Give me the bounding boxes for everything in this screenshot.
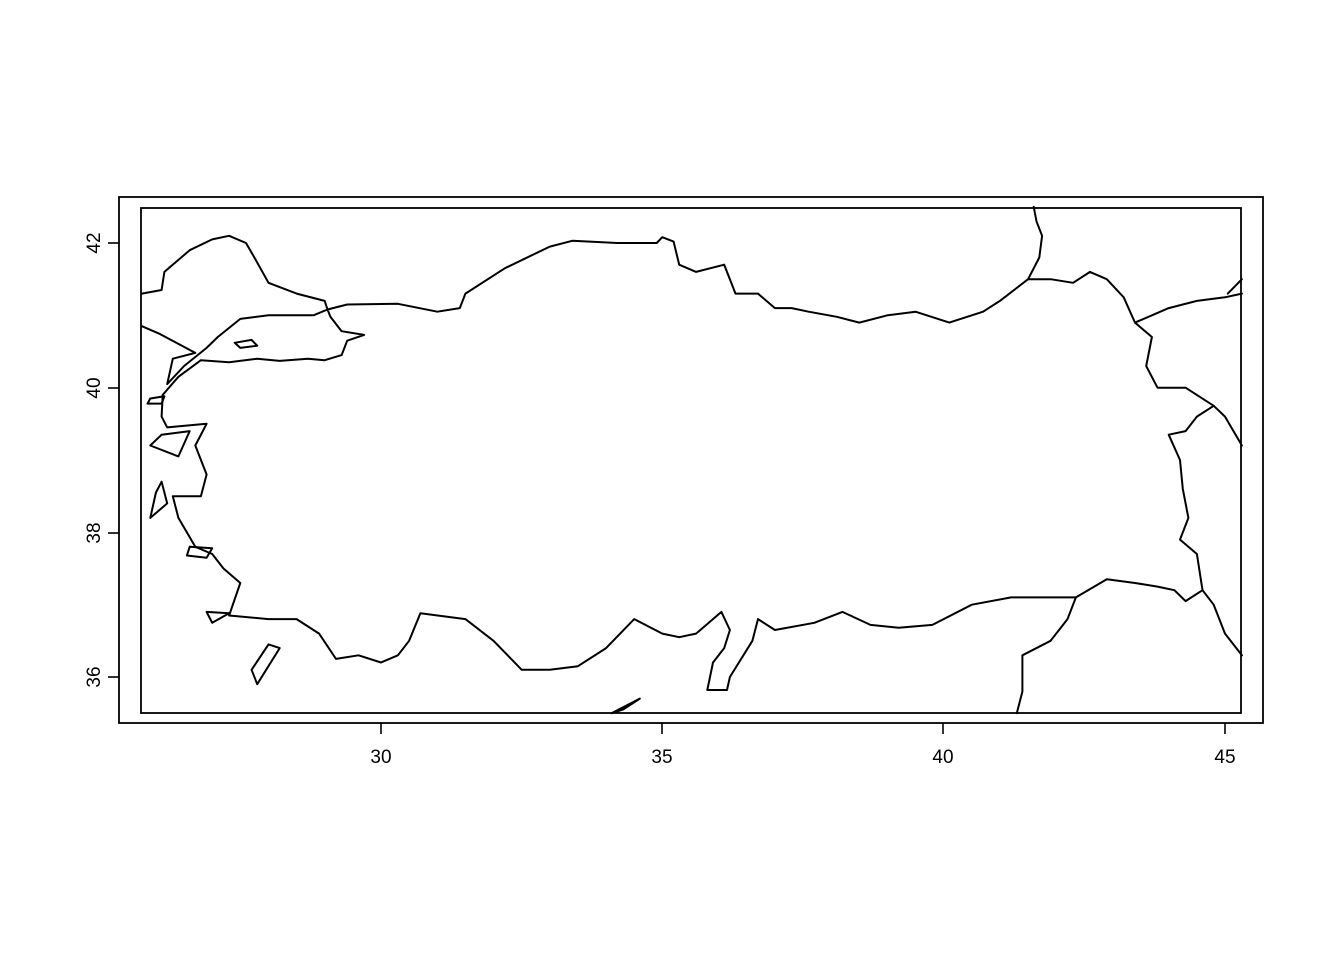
y-tick-label: 36 bbox=[84, 666, 105, 687]
x-tick-label: 35 bbox=[651, 747, 672, 768]
samos-island bbox=[185, 545, 214, 559]
turkey-anatolia-outline bbox=[160, 236, 1215, 691]
caucasus-border bbox=[1226, 278, 1243, 295]
x-axis: 30 35 40 45 bbox=[370, 723, 1236, 768]
iran-armenia-border bbox=[1212, 404, 1243, 447]
coastline-layer bbox=[140, 205, 1243, 715]
map-extent-box bbox=[140, 207, 1242, 714]
x-tick-label: 45 bbox=[1214, 747, 1235, 768]
chios-island bbox=[149, 480, 169, 519]
thrace-coastline bbox=[140, 234, 329, 386]
kos-island bbox=[205, 610, 231, 624]
y-tick-label: 42 bbox=[84, 232, 105, 253]
y-tick-label: 40 bbox=[84, 377, 105, 398]
rhodes-island bbox=[250, 643, 281, 686]
iraq-iran-border bbox=[1201, 589, 1243, 657]
x-tick-label: 30 bbox=[370, 747, 391, 768]
y-axis: 36 38 40 42 bbox=[84, 232, 119, 688]
plot-frame bbox=[118, 196, 1264, 724]
georgia-russia-coast bbox=[1027, 205, 1044, 281]
x-tick-label: 40 bbox=[932, 747, 953, 768]
georgia-armenia-border bbox=[1134, 292, 1243, 324]
lesbos-island bbox=[149, 430, 191, 458]
syria-turkey-border bbox=[1015, 596, 1077, 715]
cyprus-tip bbox=[610, 697, 641, 715]
marmara-island bbox=[233, 338, 259, 349]
y-tick-label: 38 bbox=[84, 522, 105, 543]
bozcaada-island bbox=[146, 395, 166, 405]
